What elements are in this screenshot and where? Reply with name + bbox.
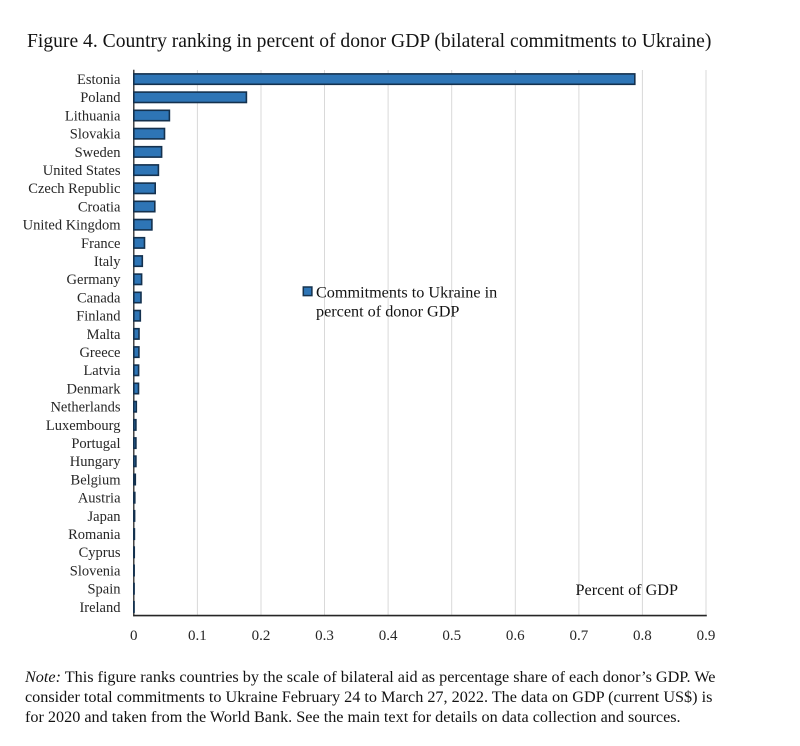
- svg-text:Spain: Spain: [87, 582, 121, 598]
- svg-text:Finland: Finland: [76, 309, 121, 325]
- svg-text:Belgium: Belgium: [71, 472, 122, 488]
- svg-text:Estonia: Estonia: [77, 72, 121, 88]
- svg-text:Slovakia: Slovakia: [70, 127, 121, 143]
- svg-text:United Kingdom: United Kingdom: [23, 218, 122, 234]
- svg-text:0.9: 0.9: [697, 628, 716, 644]
- svg-text:Italy: Italy: [94, 254, 121, 270]
- svg-text:France: France: [81, 236, 120, 252]
- svg-text:Denmark: Denmark: [67, 381, 122, 397]
- svg-text:Luxembourg: Luxembourg: [46, 418, 121, 434]
- svg-text:Croatia: Croatia: [78, 199, 121, 215]
- svg-text:Hungary: Hungary: [70, 454, 121, 470]
- svg-text:Lithuania: Lithuania: [65, 108, 121, 124]
- svg-text:0.6: 0.6: [506, 628, 525, 644]
- svg-text:0.4: 0.4: [379, 628, 398, 644]
- svg-text:0.1: 0.1: [188, 628, 207, 644]
- svg-text:0.5: 0.5: [442, 628, 461, 644]
- svg-text:Figure 4. Country ranking in p: Figure 4. Country ranking in percent of …: [27, 31, 711, 52]
- svg-text:Slovenia: Slovenia: [70, 563, 121, 579]
- svg-text:Japan: Japan: [87, 509, 121, 525]
- svg-text:0.8: 0.8: [633, 628, 652, 644]
- svg-text:Canada: Canada: [77, 290, 121, 306]
- svg-text:Latvia: Latvia: [83, 363, 121, 379]
- svg-text:United States: United States: [43, 163, 121, 179]
- svg-text:Sweden: Sweden: [75, 145, 122, 161]
- svg-text:Cyprus: Cyprus: [79, 545, 121, 561]
- svg-text:Malta: Malta: [87, 327, 121, 343]
- svg-text:Germany: Germany: [67, 272, 122, 288]
- svg-text:Austria: Austria: [78, 491, 121, 507]
- svg-text:Netherlands: Netherlands: [50, 400, 120, 416]
- svg-text:0: 0: [130, 628, 138, 644]
- svg-text:Poland: Poland: [80, 90, 121, 106]
- svg-text:Greece: Greece: [79, 345, 120, 361]
- svg-text:0.2: 0.2: [252, 628, 271, 644]
- svg-text:Ireland: Ireland: [79, 600, 121, 616]
- svg-text:Czech Republic: Czech Republic: [28, 181, 120, 197]
- svg-text:Portugal: Portugal: [71, 436, 120, 452]
- svg-text:Commitments to Ukraine in: Commitments to Ukraine in: [316, 284, 497, 302]
- svg-text:Percent of GDP: Percent of GDP: [576, 581, 679, 599]
- svg-text:Romania: Romania: [68, 527, 121, 543]
- svg-text:0.3: 0.3: [315, 628, 334, 644]
- svg-text:percent of donor GDP: percent of donor GDP: [316, 303, 459, 321]
- svg-text:0.7: 0.7: [570, 628, 589, 644]
